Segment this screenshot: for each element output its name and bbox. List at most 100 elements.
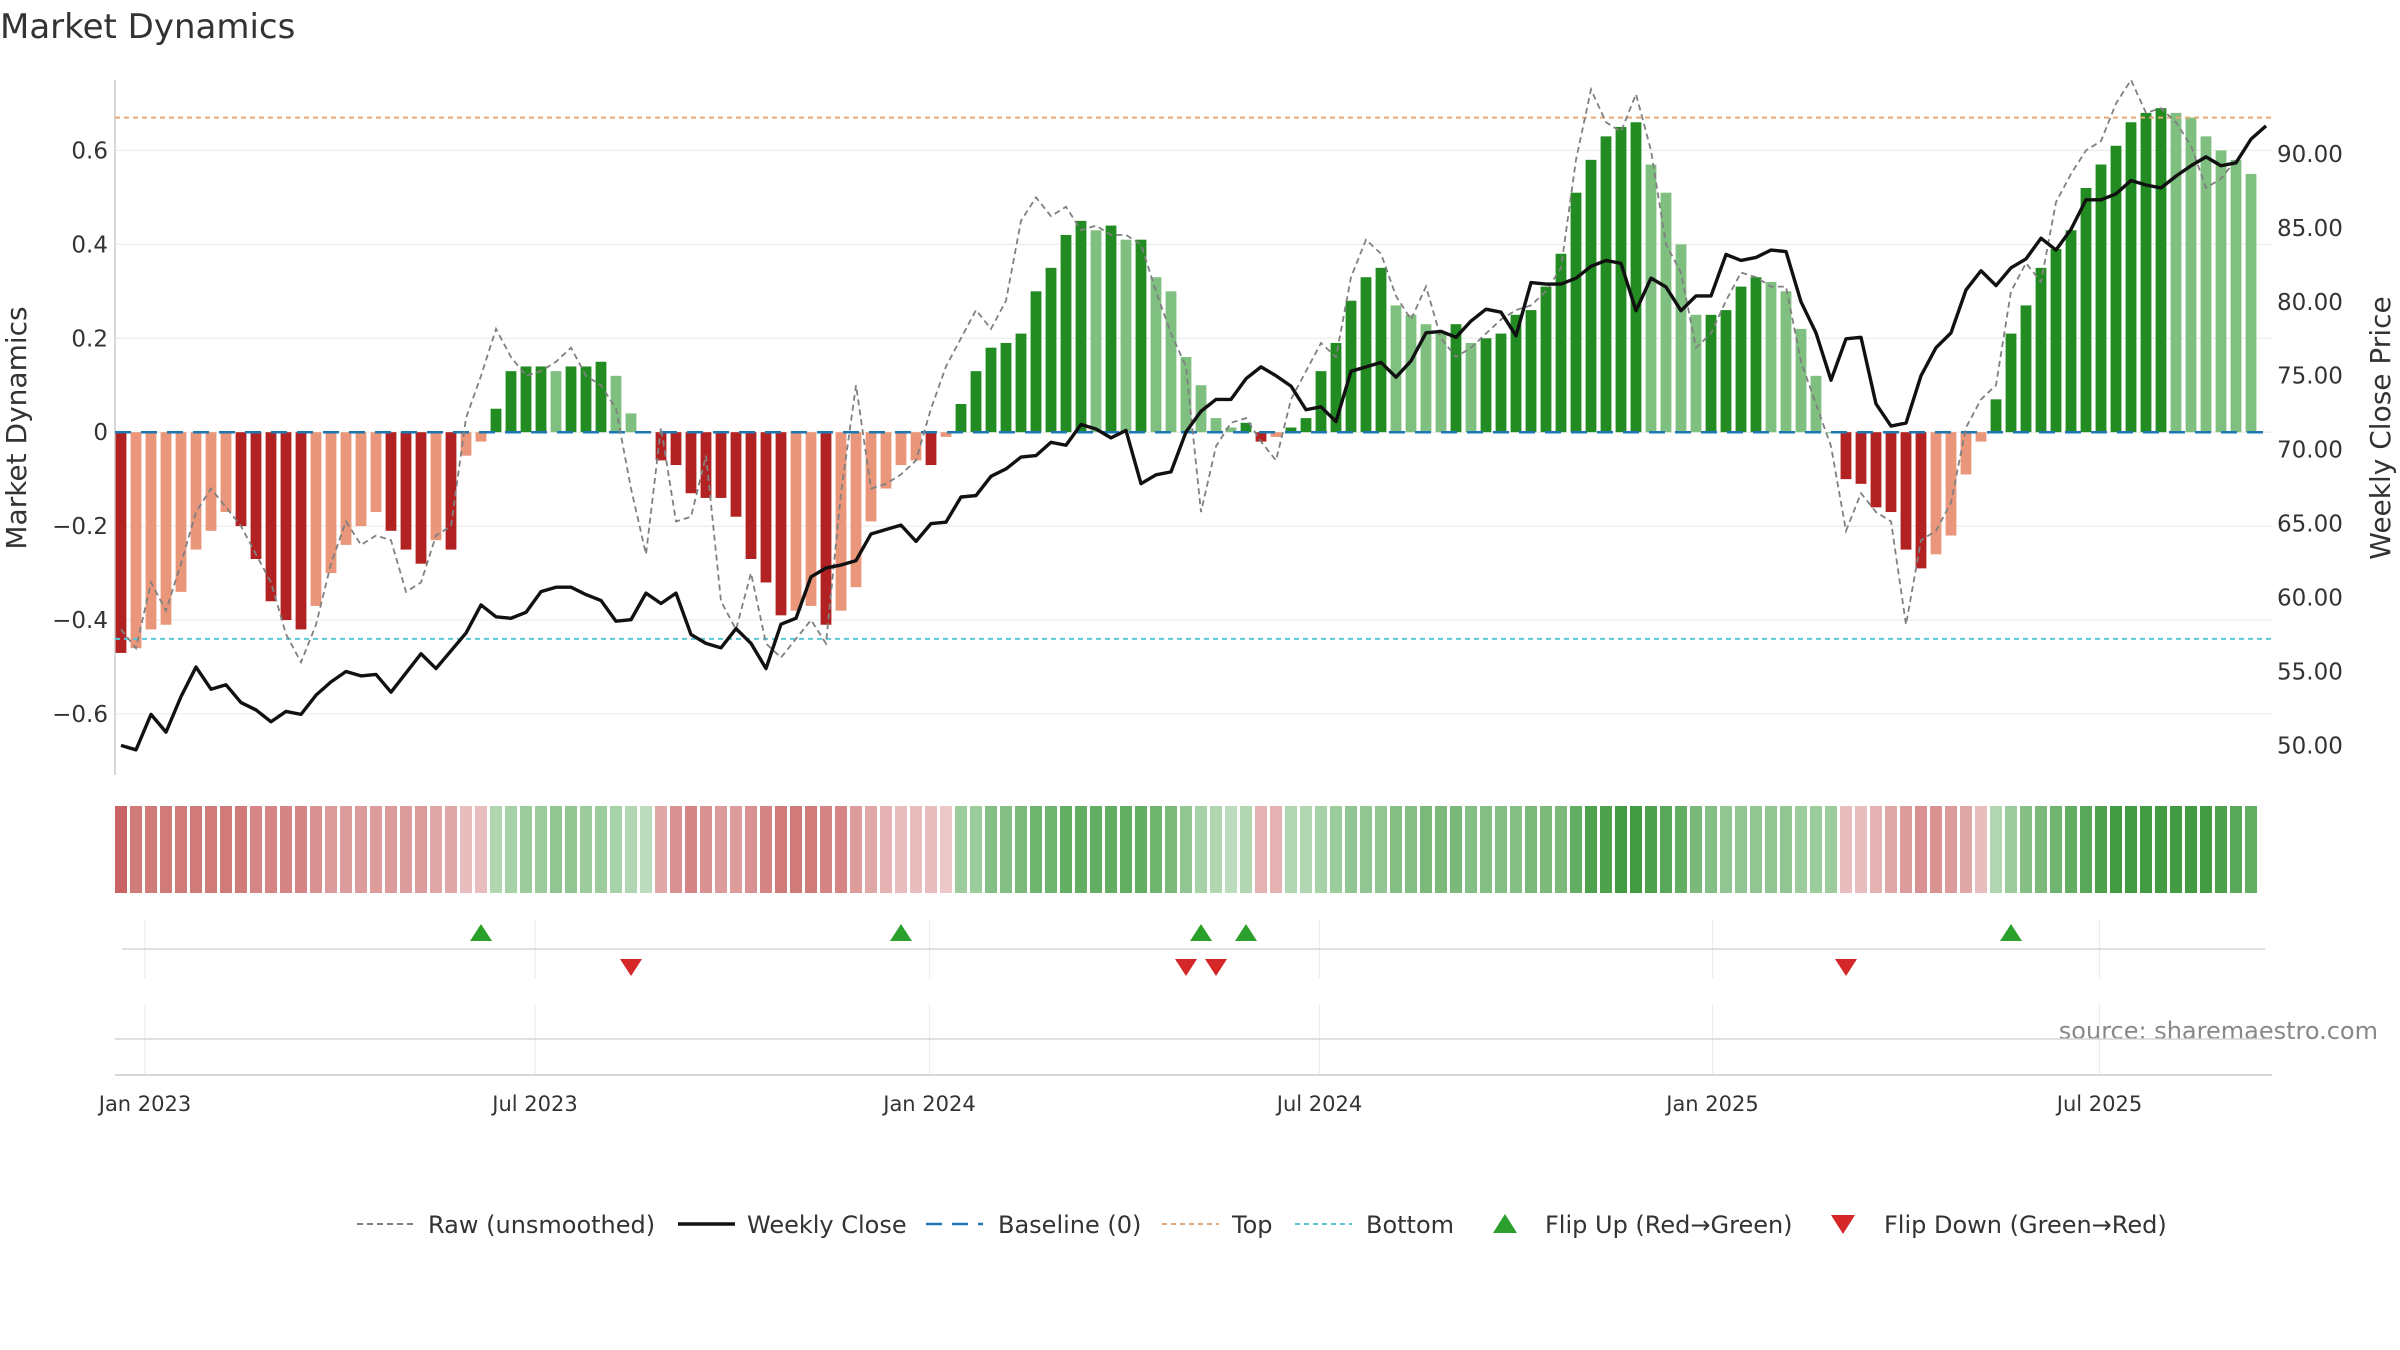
phase-strip-cell [625, 806, 637, 893]
dynamics-bar [895, 432, 907, 466]
dynamics-bar [970, 371, 982, 433]
dynamics-bar [1870, 432, 1882, 508]
dynamics-bar [1030, 291, 1042, 433]
right-tick-label: 80.00 [2277, 290, 2343, 316]
legend-label: Bottom [1366, 1211, 1454, 1239]
phase-strip-cell [370, 806, 382, 893]
dynamics-bar [865, 432, 877, 522]
dynamics-bar [580, 366, 592, 433]
dynamics-bar [1540, 286, 1552, 433]
phase-strip-cell [2230, 806, 2242, 893]
dynamics-bar [220, 432, 232, 513]
phase-strip-cell [130, 806, 142, 893]
phase-strip-cell [2005, 806, 2017, 893]
dynamics-bar [940, 432, 952, 437]
phase-strip-cell [745, 806, 757, 893]
right-tick-label: 90.00 [2277, 142, 2343, 168]
dynamics-bar [310, 432, 322, 606]
phase-strip-cell [1645, 806, 1657, 893]
dynamics-bar [1090, 230, 1102, 433]
right-tick-label: 85.00 [2277, 216, 2343, 242]
phase-strip-cell [520, 806, 532, 893]
phase-strip-cell [1615, 806, 1627, 893]
dynamics-bar [1780, 291, 1792, 433]
left-tick-label: 0 [93, 420, 108, 446]
dynamics-bar [280, 432, 292, 621]
dynamics-bar [1570, 192, 1582, 433]
dynamics-bar [115, 432, 127, 653]
dynamics-bar [1255, 432, 1267, 442]
chart-legend: Raw (unsmoothed) Weekly Close Baseline (0)… [357, 1211, 2167, 1239]
legend-label: Weekly Close [747, 1211, 907, 1239]
phase-strip-cell [1525, 806, 1537, 893]
dynamics-bar [1435, 333, 1447, 433]
phase-strip-cell [1975, 806, 1987, 893]
phase-strip-cell [220, 806, 232, 893]
dynamics-bar [1645, 164, 1657, 433]
phase-strip-cell [2110, 806, 2122, 893]
dynamics-bar [775, 432, 787, 616]
phase-strip-cell [580, 806, 592, 893]
phase-strip-cell [1795, 806, 1807, 893]
dynamics-bar [1480, 338, 1492, 433]
phase-strip-cell [865, 806, 877, 893]
phase-strip-cell [820, 806, 832, 893]
phase-strip-cell [280, 806, 292, 893]
phase-strip-cell [1750, 806, 1762, 893]
dynamics-bar [1300, 418, 1312, 433]
phase-strip-cell [175, 806, 187, 893]
phase-strip-cell [2125, 806, 2137, 893]
dynamics-bar [445, 432, 457, 550]
dynamics-bar [1075, 220, 1087, 433]
phase-strip-cell [1435, 806, 1447, 893]
dynamics-bar [1120, 239, 1132, 433]
dynamics-bar [1000, 342, 1012, 433]
phase-strip-cell [655, 806, 667, 893]
dynamics-bar [1915, 432, 1927, 569]
phase-strip-cell [1225, 806, 1237, 893]
dynamics-bar [1630, 122, 1642, 433]
dynamics-bar [1930, 432, 1942, 555]
dynamics-bar [430, 432, 442, 541]
legend-label: Flip Down (Green→Red) [1884, 1211, 2167, 1239]
phase-strip-cell [1270, 806, 1282, 893]
legend-label: Top [1231, 1211, 1273, 1239]
dynamics-bar [1555, 253, 1567, 433]
dynamics-bar [1465, 342, 1477, 433]
phase-strip-cell [610, 806, 622, 893]
phase-strip-cell [1315, 806, 1327, 893]
phase-strip-cell [1165, 806, 1177, 893]
dynamics-bar [685, 432, 697, 494]
phase-strip-cell [1705, 806, 1717, 893]
dynamics-bar [1840, 432, 1852, 480]
phase-strip-cell [700, 806, 712, 893]
flip-down-marker [1175, 959, 1197, 976]
dynamics-bar [2245, 173, 2257, 433]
phase-strip-cell [1540, 806, 1552, 893]
legend-flip-down-icon [1831, 1215, 1855, 1234]
dynamics-bar [1735, 286, 1747, 433]
dynamics-bar [1210, 418, 1222, 433]
raw-unsmoothed-line [120, 78, 2237, 665]
phase-strip-cell [1060, 806, 1072, 893]
dynamics-bar [130, 432, 142, 649]
phase-strip-cell [1495, 806, 1507, 893]
phase-strip-cell [970, 806, 982, 893]
dynamics-bar [1360, 277, 1372, 433]
phase-strip-cell [1840, 806, 1852, 893]
dynamics-bar [160, 432, 172, 625]
phase-strip-cell [1810, 806, 1822, 893]
phase-strip-cell [340, 806, 352, 893]
flip-down-marker [620, 959, 642, 976]
phase-strip-cell [1240, 806, 1252, 893]
phase-strip-cell [190, 806, 202, 893]
dynamics-bar [655, 432, 667, 461]
legend-label: Raw (unsmoothed) [428, 1211, 655, 1239]
dynamics-bar [2185, 117, 2197, 433]
phase-strip-cell [2155, 806, 2167, 893]
dynamics-bar [1180, 357, 1192, 433]
dynamics-bar [1285, 427, 1297, 433]
phase-strip-cell [400, 806, 412, 893]
date-tick-label: Jul 2023 [490, 1092, 577, 1116]
